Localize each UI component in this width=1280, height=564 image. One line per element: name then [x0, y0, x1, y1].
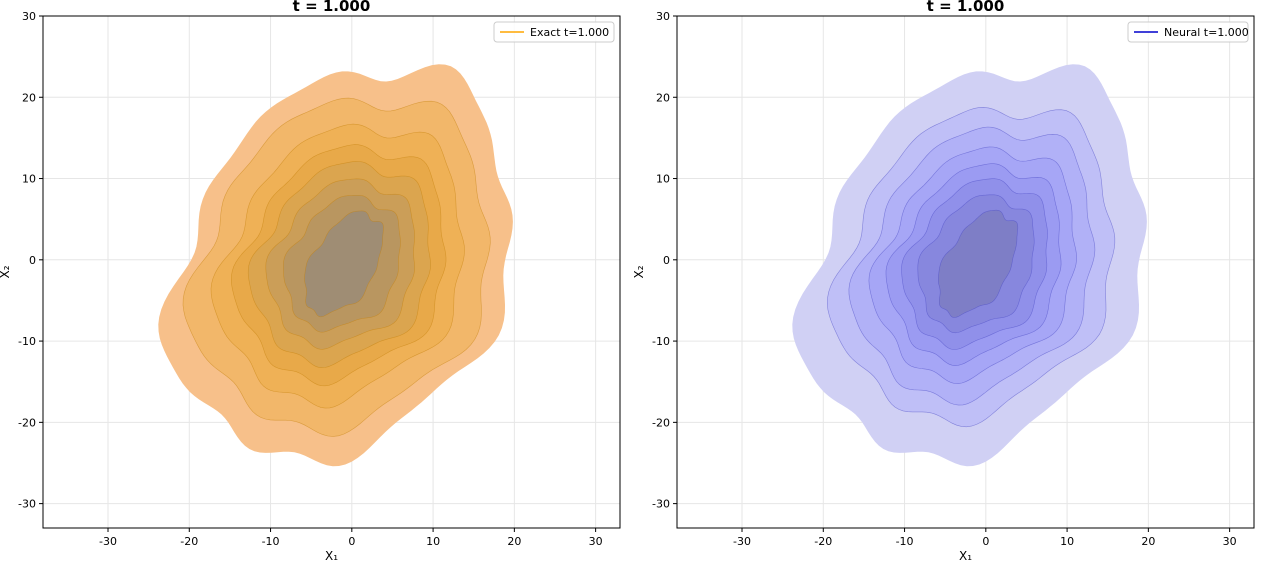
chart-title: t = 1.000	[293, 0, 371, 15]
chart-panel-1: -30 -20 -10 0 10 20 30 -30 -20 -10 0 10 20 30 t = 1.00…	[0, 0, 621, 563]
x-tick-label: 20	[507, 535, 521, 548]
legend-label: Neural t=1.000	[1164, 26, 1249, 39]
x-tick-label: 0	[982, 535, 989, 548]
ticks: -30 -20 -10 0 10 20 30 -30 -20 -10 0 10 20 30	[18, 10, 603, 548]
y-tick-label: 0	[29, 254, 36, 267]
contour-level-8	[304, 210, 384, 318]
x-axis-label: X₁	[959, 549, 972, 560]
x-tick-label: 0	[348, 535, 355, 548]
legend: Exact t=1.000	[493, 21, 615, 43]
x-tick-label: 20	[1141, 535, 1155, 548]
ticks: -30 -20 -10 0 10 20 30 -30 -20 -10 0 10 20 30	[652, 10, 1237, 548]
legend: Neural t=1.000	[1127, 21, 1249, 43]
x-tick-label: -10	[262, 535, 280, 548]
x-tick-label: 30	[1223, 535, 1237, 548]
axes-frame	[42, 15, 621, 529]
y-tick-label: -30	[652, 498, 670, 511]
y-tick-label: 20	[22, 91, 36, 104]
y-tick-label: -10	[652, 335, 670, 348]
x-tick-label: -20	[814, 535, 832, 548]
legend-label: Exact t=1.000	[530, 26, 609, 39]
legend-box	[493, 21, 615, 43]
y-tick-label: 10	[22, 173, 36, 186]
x-tick-label: 10	[426, 535, 440, 548]
y-tick-label: 0	[663, 254, 670, 267]
x-tick-label: 10	[1060, 535, 1074, 548]
legend-box	[1127, 21, 1249, 43]
x-tick-label: -20	[180, 535, 198, 548]
y-tick-label: -10	[18, 335, 36, 348]
x-tick-label: 30	[589, 535, 603, 548]
y-tick-label: 20	[656, 91, 670, 104]
contour-levels	[158, 64, 513, 467]
x-tick-label: -30	[99, 535, 117, 548]
y-tick-label: -30	[18, 498, 36, 511]
y-tick-label: -20	[18, 416, 36, 429]
axes-frame	[676, 15, 1255, 529]
contour-level-8	[938, 209, 1019, 318]
y-axis-label: X₂	[632, 265, 646, 278]
contour-levels	[792, 64, 1147, 467]
y-tick-label: 30	[656, 10, 670, 23]
chart-title: t = 1.000	[927, 0, 1005, 15]
y-axis-label: X₂	[0, 265, 12, 278]
x-tick-label: -10	[896, 535, 914, 548]
x-axis-label: X₁	[325, 549, 338, 560]
x-tick-label: -30	[733, 535, 751, 548]
chart-panel-2: -30 -20 -10 0 10 20 30 -30 -20 -10 0 10 20 30 t = 1.00…	[632, 0, 1255, 563]
y-tick-label: 30	[22, 10, 36, 23]
y-tick-label: -20	[652, 416, 670, 429]
y-tick-label: 10	[656, 173, 670, 186]
